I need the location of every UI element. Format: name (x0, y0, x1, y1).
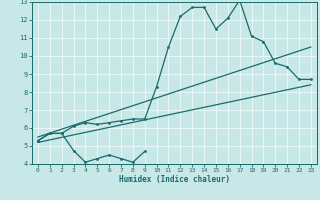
X-axis label: Humidex (Indice chaleur): Humidex (Indice chaleur) (119, 175, 230, 184)
